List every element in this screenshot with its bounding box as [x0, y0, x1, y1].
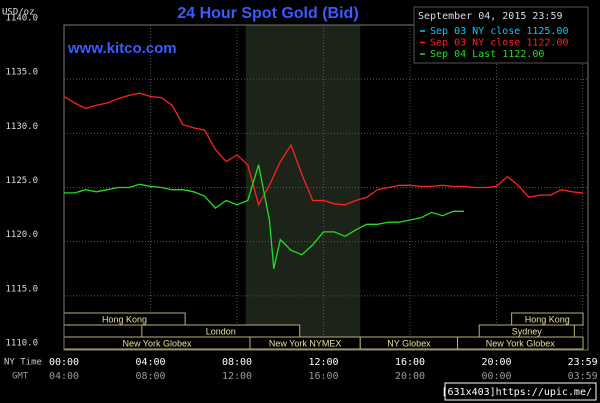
- series-line: [63, 92, 584, 207]
- website: www.kitco.com: [67, 40, 177, 57]
- x-tick-label: 08:00: [222, 357, 252, 368]
- session-label: Sydney: [512, 326, 543, 336]
- gmt-tick-label: 00:00: [481, 371, 511, 382]
- gmt-tick-label: 08:00: [135, 371, 165, 382]
- footer: [631x403]https://upic.me/: [441, 387, 592, 398]
- shaded-region: [245, 25, 361, 350]
- gmt-label: GMT: [12, 372, 29, 382]
- y-tick-label: 1130.0: [5, 122, 38, 132]
- gmt-tick-label: 12:00: [222, 371, 252, 382]
- y-tick-label: 1135.0: [5, 68, 38, 78]
- y-tick-label: 1120.0: [5, 230, 38, 240]
- session-label: London: [206, 326, 236, 336]
- session-label: New York NYMEX: [269, 338, 342, 348]
- y-tick-label: 1125.0: [5, 176, 38, 186]
- ny-time-label: NY Time: [4, 358, 42, 368]
- x-tick-label: 00:00: [49, 357, 79, 368]
- x-tick-label: 20:00: [481, 357, 511, 368]
- footer-box: [444, 382, 597, 401]
- plot-area: New York Globex New York NYMEX NY Globex Ne…: [63, 24, 589, 351]
- y-tick-label: 1140.0: [5, 14, 38, 24]
- y-tick-label: 1115.0: [5, 284, 38, 294]
- chart-title: 24 Hour Spot Gold (Bid): [177, 5, 358, 22]
- gmt-tick-label: 04:00: [49, 371, 79, 382]
- session-label: Hong Kong: [102, 314, 147, 324]
- session-box: [511, 312, 584, 326]
- legend-entry: Sep 04 Last 1122.00: [430, 49, 544, 60]
- x-tick-label: 16:00: [395, 357, 425, 368]
- session-label: New York Globex: [122, 338, 192, 348]
- gmt-tick-label: 16:00: [308, 371, 338, 382]
- x-tick-label: 12:00: [308, 357, 338, 368]
- session-label: New York Globex: [486, 338, 556, 348]
- legend-entry: Sep 03 NY close 1122.00: [430, 38, 568, 49]
- y-tick-label: 1110.0: [5, 339, 38, 349]
- legend-box: [413, 6, 589, 64]
- plot-frame: [63, 24, 589, 351]
- session-box: [141, 324, 301, 338]
- gmt-tick-label: 03:59: [568, 371, 598, 382]
- x-tick-label: 04:00: [135, 357, 165, 368]
- gmt-tick-label: 20:00: [395, 371, 425, 382]
- session-label: NY Globex: [387, 338, 431, 348]
- date-label: September 04, 2015 23:59: [418, 11, 563, 22]
- x-tick-label: 23:59: [568, 357, 598, 368]
- legend-entry: Sep 03 NY close 1125.00: [430, 26, 568, 37]
- session-label: Hong Kong: [525, 314, 570, 324]
- y-unit: USD/oz: [2, 8, 35, 18]
- series-line: [64, 164, 465, 269]
